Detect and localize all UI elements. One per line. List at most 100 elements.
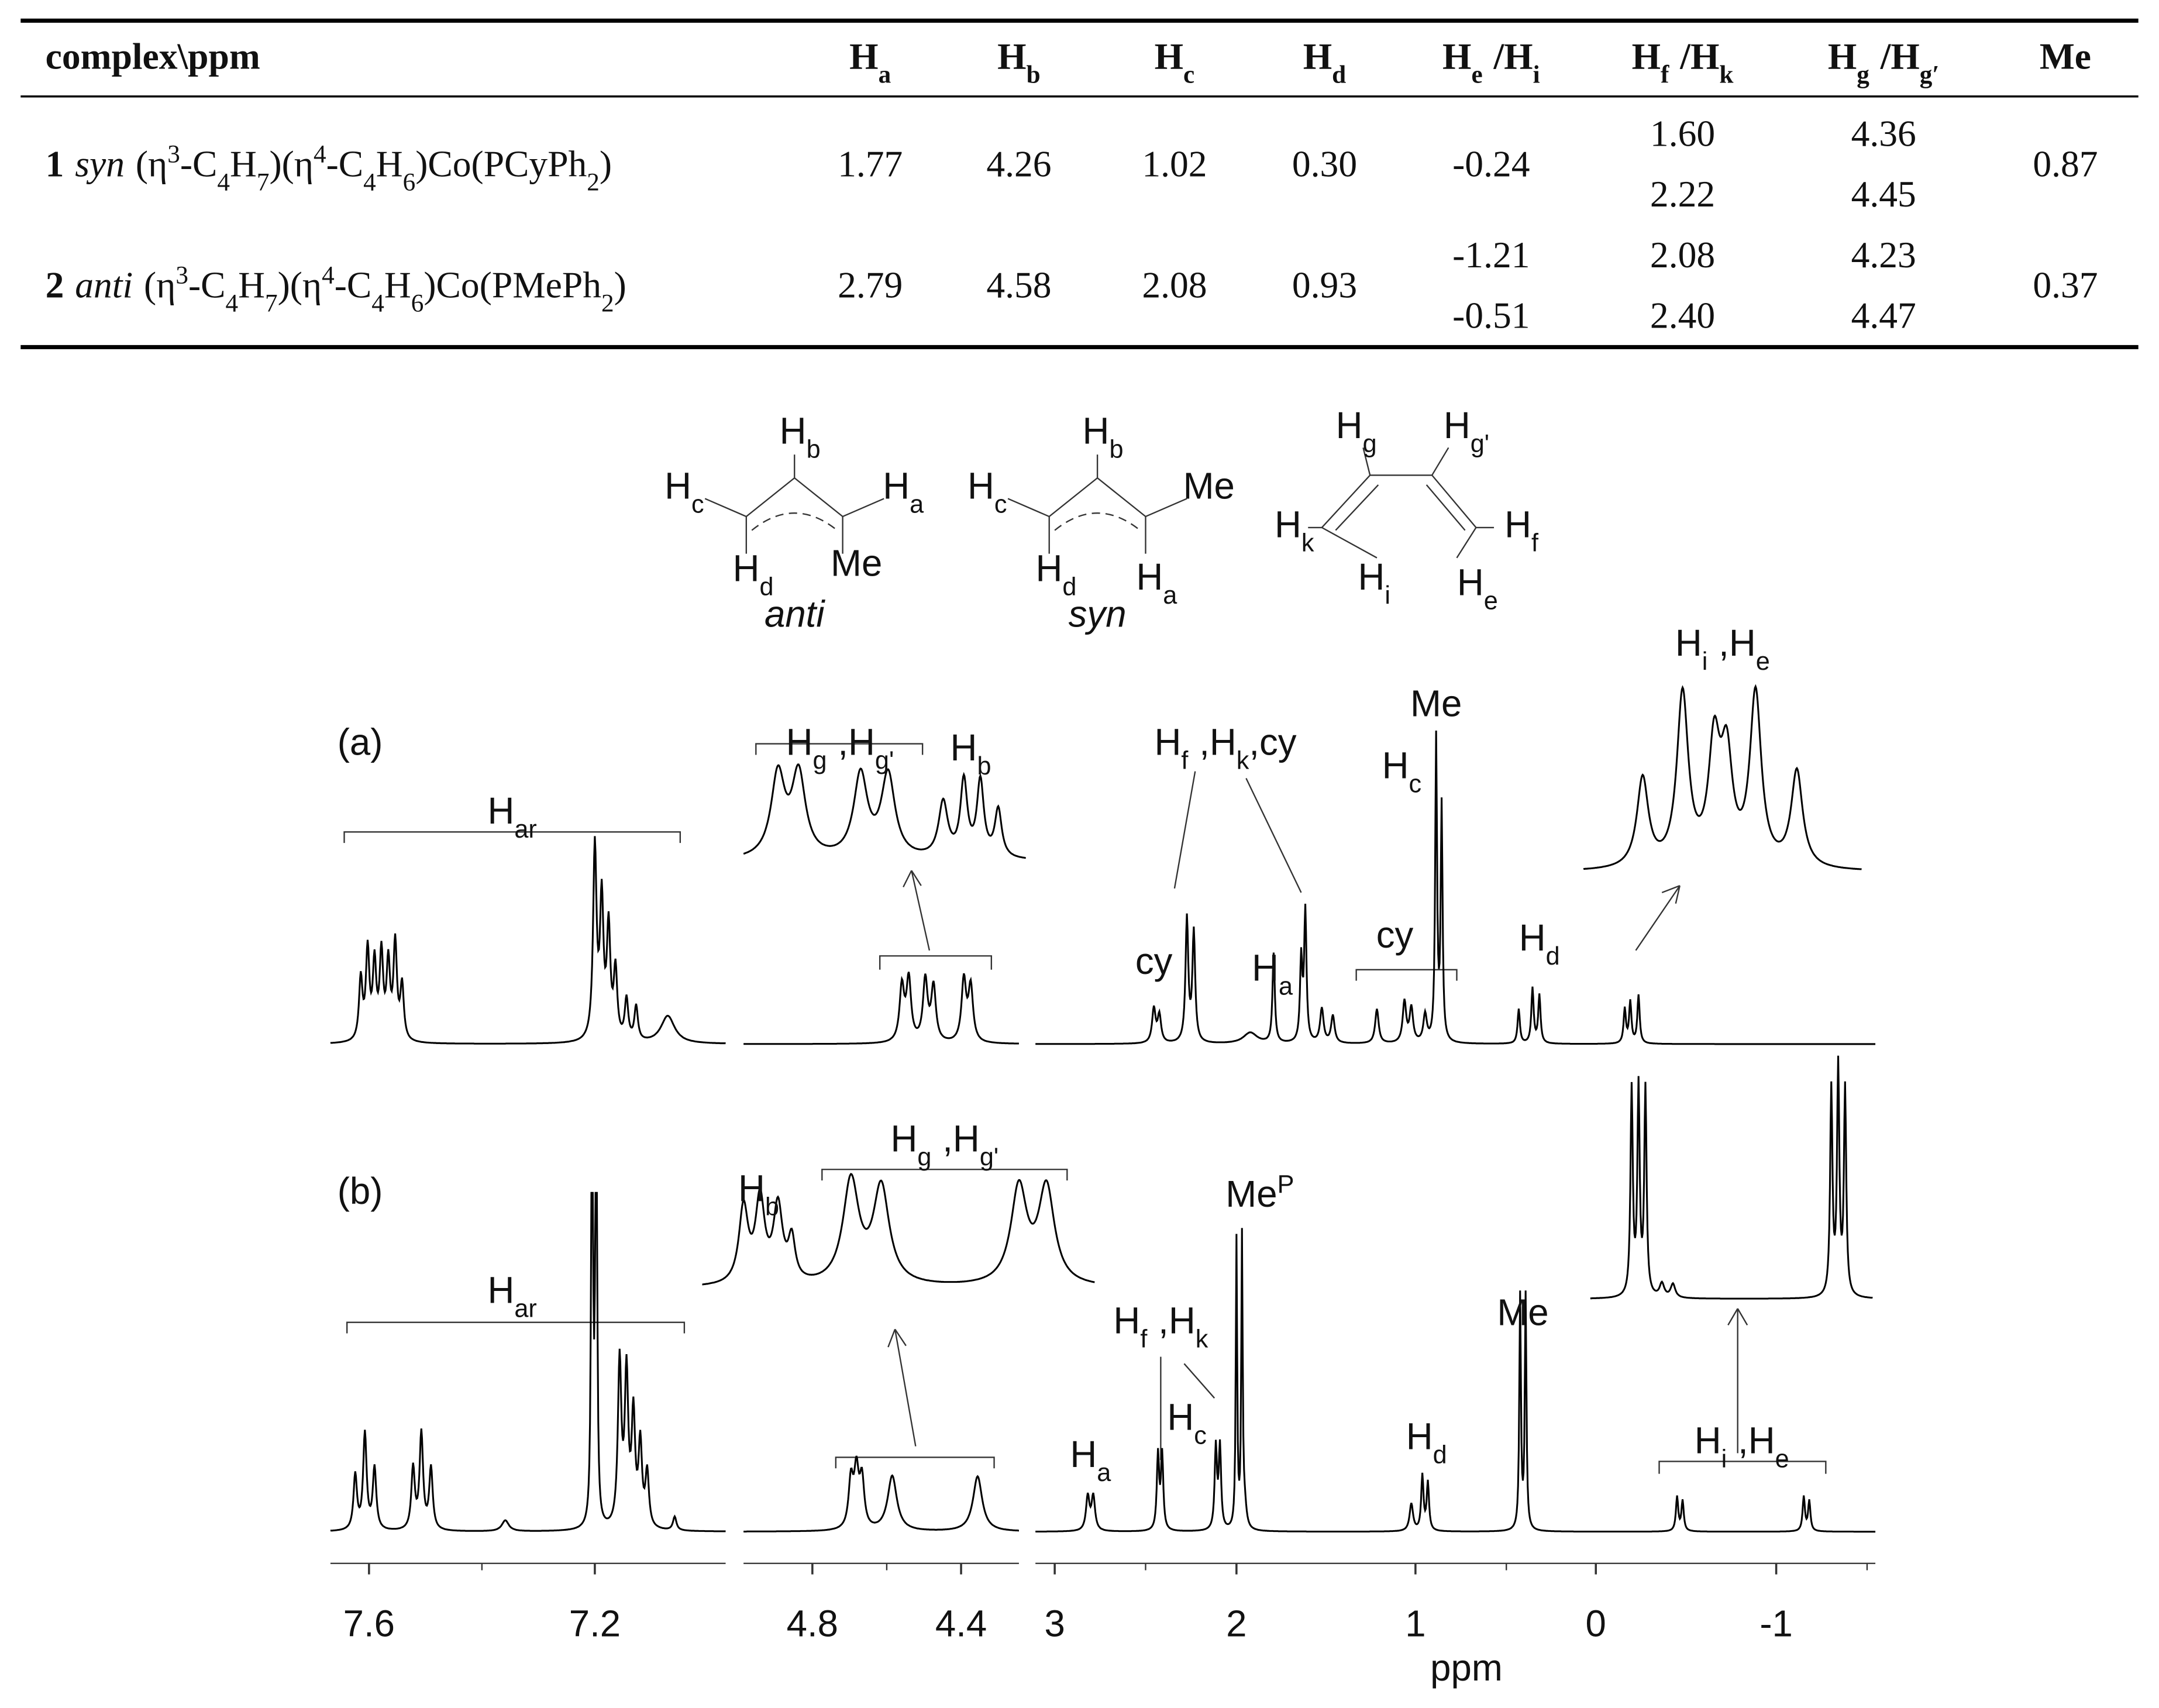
text-part: H bbox=[1632, 36, 1661, 77]
table-cell: 2.08 bbox=[1650, 234, 1715, 276]
text-part: ,H bbox=[1199, 721, 1237, 763]
text-part: Me bbox=[1183, 465, 1235, 507]
label: Hb bbox=[738, 1168, 779, 1221]
label: MeP bbox=[1225, 1170, 1294, 1215]
text-part: e bbox=[1484, 587, 1498, 615]
text-part: H bbox=[1036, 548, 1063, 590]
text-part: g bbox=[1857, 61, 1869, 89]
label: Ha bbox=[1070, 1434, 1111, 1487]
text-part: 2 bbox=[587, 168, 600, 196]
text-part: Me bbox=[1410, 683, 1462, 725]
text-part: c bbox=[1409, 770, 1421, 798]
text-part: 6 bbox=[403, 168, 416, 196]
text-part: k bbox=[1301, 529, 1314, 557]
structure-name: syn bbox=[1069, 593, 1127, 635]
text-part: 7 bbox=[265, 290, 278, 318]
text-part: H bbox=[1154, 721, 1181, 763]
axis-tick-label: 3 bbox=[1044, 1603, 1065, 1645]
spectrum-trace bbox=[1035, 1228, 1876, 1533]
text-part: H bbox=[951, 727, 977, 769]
text-part: c bbox=[691, 490, 704, 518]
text-part: -C bbox=[180, 143, 218, 184]
text-part: H bbox=[1070, 1434, 1097, 1475]
table-cell: 0.93 bbox=[1292, 264, 1357, 306]
text-part: g bbox=[917, 1144, 931, 1172]
text-part: d bbox=[1062, 573, 1076, 601]
spectrum-trace bbox=[330, 1192, 726, 1533]
label: cy bbox=[1135, 941, 1173, 982]
text-part: H bbox=[488, 790, 515, 832]
text-part: ar bbox=[514, 815, 536, 843]
table-cell: 4.58 bbox=[986, 264, 1051, 306]
text-part: e bbox=[1775, 1445, 1789, 1473]
axis-tick-label: 2 bbox=[1226, 1603, 1246, 1645]
text-part: (η bbox=[144, 264, 175, 306]
text-part: H bbox=[488, 1270, 515, 1311]
text-part: Me bbox=[1225, 1173, 1277, 1215]
text-part: g bbox=[1363, 430, 1377, 458]
table-cell: 4.23 bbox=[1851, 234, 1916, 276]
label: Ha bbox=[883, 465, 924, 518]
text-part: H bbox=[1252, 948, 1279, 989]
label: 1 syn (η3-C4H7)(η4-C4H6)Co(PCyPh2) bbox=[46, 140, 612, 196]
text-part: H bbox=[1303, 36, 1332, 77]
label: Me bbox=[1183, 465, 1235, 507]
text-part: (η bbox=[136, 143, 167, 184]
text-part: 4 bbox=[314, 140, 326, 168]
text-part: 4 bbox=[363, 168, 376, 196]
label: 2 anti (η3-C4H7)(η4-C4H6)Co(PMePh2) bbox=[46, 261, 626, 318]
column-header: Hb bbox=[997, 36, 1040, 89]
text-part: ar bbox=[514, 1295, 536, 1323]
text-part: f bbox=[1661, 61, 1669, 89]
text-part: cy bbox=[1135, 941, 1173, 982]
label: Hi ,He bbox=[1695, 1420, 1789, 1473]
text-part: 4 bbox=[225, 290, 238, 318]
text-part: i bbox=[1721, 1445, 1727, 1473]
label: Me bbox=[831, 542, 882, 584]
text-part: e bbox=[1471, 61, 1482, 89]
text-part: d bbox=[1433, 1441, 1447, 1469]
table-cell: 4.26 bbox=[986, 143, 1051, 184]
label: Hg ,Hg' bbox=[891, 1118, 999, 1172]
table-cell: -0.24 bbox=[1452, 143, 1530, 184]
axis-tick-label: 7.2 bbox=[569, 1603, 621, 1645]
structure-bonds bbox=[704, 447, 1495, 559]
text-part: H bbox=[1444, 405, 1471, 446]
text-part: b bbox=[807, 435, 821, 463]
text-part: f bbox=[1140, 1325, 1148, 1353]
text-part: H bbox=[891, 1118, 918, 1160]
text-part: H bbox=[1155, 36, 1183, 77]
column-header: Hg/Hg′ bbox=[1828, 36, 1940, 89]
table-cell: -0.51 bbox=[1452, 294, 1530, 336]
column-header: Hd bbox=[1303, 36, 1346, 89]
text-part: H bbox=[1113, 1300, 1140, 1341]
text-part: 4 bbox=[322, 261, 335, 290]
text-part: i bbox=[1385, 581, 1390, 609]
text-part: 3 bbox=[167, 140, 180, 168]
text-part: c bbox=[1194, 1421, 1207, 1449]
spectrum-trace bbox=[702, 1173, 1095, 1286]
label: Hf ,Hk,cy bbox=[1154, 721, 1296, 774]
text-part: g' bbox=[875, 746, 894, 774]
text-part: H bbox=[1504, 504, 1531, 545]
spectrum-trace bbox=[1583, 684, 1862, 870]
text-part: H bbox=[1083, 410, 1110, 452]
text-part: H bbox=[849, 36, 878, 77]
spectrum-trace bbox=[330, 836, 726, 1045]
label: Hf bbox=[1504, 504, 1539, 557]
axis-tick-label: 0 bbox=[1586, 1603, 1606, 1645]
label: Hd bbox=[733, 548, 774, 601]
label: Hd bbox=[1036, 548, 1077, 601]
text-part: H bbox=[883, 465, 910, 507]
text-part: Me bbox=[831, 542, 882, 584]
text-part: H bbox=[1167, 1396, 1194, 1438]
text-part: H bbox=[1336, 405, 1363, 446]
text-part: a bbox=[1097, 1459, 1111, 1487]
text-part: a bbox=[1279, 973, 1293, 1001]
column-header: Hf/Hk bbox=[1632, 36, 1734, 89]
label: Hi ,He bbox=[1675, 622, 1770, 676]
annotation-lines bbox=[343, 743, 1827, 1474]
table-cell: 0.30 bbox=[1292, 143, 1357, 184]
label: Hd bbox=[1406, 1416, 1447, 1469]
